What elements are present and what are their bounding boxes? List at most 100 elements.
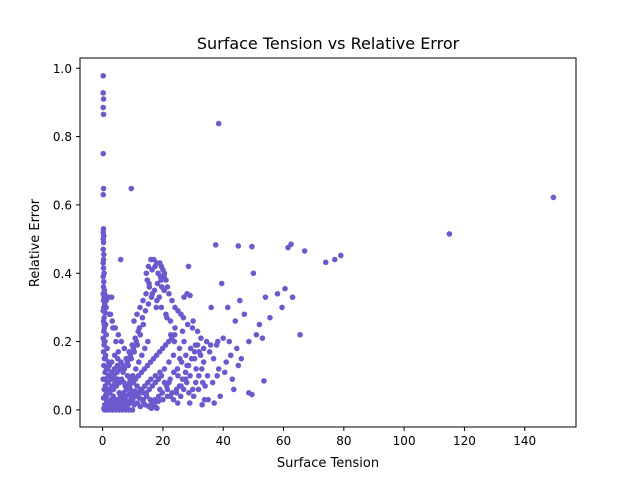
data-point: [204, 372, 211, 379]
data-point: [223, 359, 230, 365]
data-point: [187, 372, 193, 379]
data-point: [161, 379, 168, 386]
data-point: [192, 379, 199, 386]
data-point: [115, 349, 122, 355]
data-point: [322, 259, 329, 266]
data-point: [109, 318, 116, 324]
data-point: [155, 393, 162, 400]
data-point: [229, 376, 236, 382]
data-point: [161, 287, 167, 294]
data-point: [142, 345, 148, 352]
data-point: [282, 285, 288, 292]
data-point: [117, 256, 124, 263]
data-point: [238, 355, 245, 362]
data-point: [200, 345, 207, 352]
data-point: [132, 366, 139, 372]
data-point: [253, 331, 260, 338]
x-tick-label: 0: [99, 434, 107, 448]
data-point: [166, 359, 172, 365]
data-point: [194, 328, 201, 335]
x-tick-label: 80: [336, 434, 351, 448]
data-point: [136, 359, 142, 365]
data-point: [174, 400, 181, 406]
data-point: [100, 90, 107, 96]
data-point: [203, 338, 210, 345]
data-point: [167, 318, 174, 324]
data-point: [114, 355, 121, 362]
data-point: [180, 314, 187, 321]
data-point: [101, 321, 107, 328]
y-axis-label: Relative Error: [28, 198, 43, 287]
data-point: [160, 396, 166, 403]
data-point: [102, 355, 109, 362]
y-tick-label: 1.0: [53, 62, 72, 76]
data-point: [175, 372, 181, 379]
data-point: [113, 338, 119, 345]
data-point: [214, 372, 220, 379]
data-point: [158, 304, 165, 311]
data-point: [128, 395, 135, 401]
data-point: [180, 386, 187, 393]
data-point: [188, 355, 195, 362]
data-point: [100, 239, 107, 246]
data-point: [166, 290, 172, 297]
data-point: [189, 325, 196, 331]
data-point: [159, 390, 166, 396]
data-point: [164, 386, 171, 393]
data-point: [104, 345, 110, 352]
data-point: [100, 191, 107, 198]
data-point: [132, 388, 138, 394]
data-point: [235, 243, 242, 249]
data-point: [199, 401, 205, 408]
data-point: [446, 231, 453, 237]
data-point: [100, 111, 107, 118]
data-point: [177, 393, 184, 400]
y-tick-label: 0.8: [53, 130, 72, 144]
data-point: [206, 349, 213, 355]
data-point: [297, 331, 303, 338]
data-point: [100, 273, 107, 280]
data-point: [169, 297, 175, 304]
data-point: [100, 72, 107, 79]
data-point: [139, 314, 146, 321]
x-tick-label: 60: [276, 434, 291, 448]
data-point: [196, 372, 202, 379]
data-point: [101, 278, 107, 285]
data-point: [267, 314, 273, 321]
data-point: [154, 405, 160, 412]
data-point: [199, 379, 206, 386]
data-point: [193, 366, 199, 372]
data-point: [185, 362, 192, 369]
y-tick-label: 0.0: [53, 403, 72, 417]
data-point: [183, 379, 190, 386]
x-tick-label: 120: [453, 434, 476, 448]
data-point: [185, 263, 192, 270]
data-point: [101, 290, 108, 297]
data-point: [100, 260, 107, 266]
data-point: [301, 248, 308, 254]
y-tick-label: 0.2: [53, 335, 72, 349]
data-point: [116, 379, 123, 386]
data-point: [227, 352, 234, 359]
data-point: [101, 338, 108, 345]
data-point: [145, 263, 152, 270]
data-point: [207, 342, 214, 348]
data-point: [279, 304, 285, 311]
data-point: [191, 349, 198, 355]
x-tick-label: 100: [393, 434, 416, 448]
data-point: [154, 280, 161, 287]
data-point: [233, 345, 240, 352]
data-point: [186, 400, 193, 406]
x-axis-ticks: 0 20 40 60 80 100 120 140: [99, 427, 536, 448]
data-point: [189, 386, 196, 393]
data-point: [136, 325, 143, 331]
data-point: [232, 318, 239, 324]
data-point: [201, 396, 208, 403]
data-point: [199, 366, 205, 372]
data-point: [179, 328, 186, 335]
data-point: [217, 393, 224, 400]
data-point: [208, 304, 214, 311]
data-point: [338, 252, 344, 259]
data-point: [148, 294, 155, 300]
